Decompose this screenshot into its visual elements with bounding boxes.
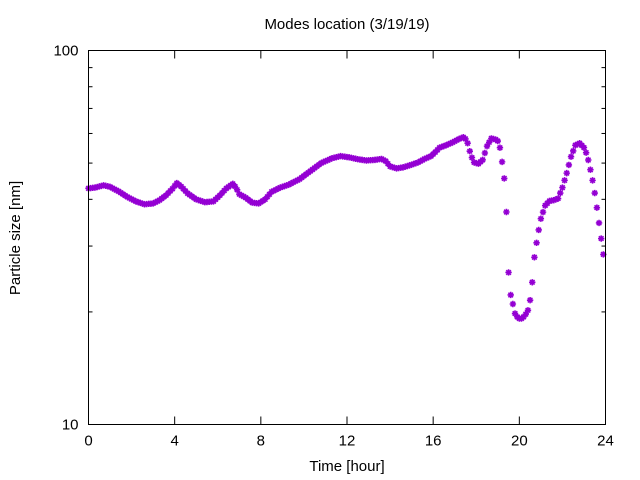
data-point [595,219,603,227]
data-point [507,291,514,299]
data-point [320,158,327,166]
chart-title: Modes location (3/19/19) [264,16,429,33]
data-point [503,208,510,216]
data-point [485,139,493,146]
data-point [554,195,562,202]
data-point [324,157,331,164]
data-point [511,310,519,317]
data-point [591,189,598,197]
data-point [509,300,517,308]
data-point [481,149,489,157]
data-point [466,147,473,155]
data-point [589,177,596,184]
data-point [455,135,463,143]
data-point [423,154,430,162]
data-point [524,307,532,314]
data-point [421,155,428,163]
data-point [442,142,450,149]
data-point [425,153,433,161]
data-point [494,137,501,145]
data-point [382,157,389,165]
data-point [498,158,506,166]
data-point [597,235,605,242]
data-point [483,142,491,150]
data-point [561,177,568,184]
data-point [585,156,592,164]
data-point [535,226,542,234]
data-point [445,141,452,148]
data-point [501,175,508,182]
x-tick-label: 8 [257,433,265,450]
data-point [326,156,333,163]
data-point [322,157,329,165]
data-point [169,185,176,192]
data-point [580,144,588,151]
x-tick-label: 20 [511,433,528,450]
x-tick-label: 0 [84,433,92,450]
data-point [574,141,581,148]
data-point [317,159,325,167]
y-axis-label: Particle size [nm] [7,181,24,295]
data-point [600,251,607,258]
data-point [479,156,486,164]
data-point [457,134,465,142]
data-point [552,196,560,203]
data-point [462,135,469,143]
data-point [537,215,545,222]
data-series [85,133,607,322]
x-tick-label: 4 [170,433,178,450]
data-point [231,183,239,190]
data-point [233,186,241,193]
data-point [526,296,534,304]
data-point [593,204,601,211]
data-point [468,154,476,161]
data-point [447,140,454,147]
y-tick-label: 10 [62,417,79,434]
data-point [563,169,570,177]
data-point [464,140,471,147]
x-tick-label: 16 [425,433,442,450]
data-point [266,191,273,198]
data-point [582,149,590,156]
x-axis-label: Time [hour] [309,458,384,475]
data-point [550,196,557,204]
plot-axes: 0 4 8 12 16 20 24 10 100 [53,43,613,450]
data-point [559,184,566,191]
data-point [264,193,271,201]
y-tick-label: 100 [53,43,78,60]
x-tick-label: 12 [339,433,356,450]
data-point [520,313,527,321]
data-point [261,196,269,203]
data-point [531,254,538,261]
data-point [567,153,575,160]
data-point [587,166,594,173]
data-point [557,189,564,197]
data-point [529,279,536,286]
data-point [384,160,392,167]
data-point [539,208,547,216]
plot-frame [88,50,606,425]
data-point [229,180,237,188]
data-point [572,142,579,149]
data-point [496,144,504,151]
data-point [522,310,529,318]
data-point [505,269,512,276]
x-tick-label: 24 [597,433,614,450]
data-point [569,147,577,155]
data-point [565,161,573,169]
data-point [533,239,540,247]
data-point [171,182,178,190]
